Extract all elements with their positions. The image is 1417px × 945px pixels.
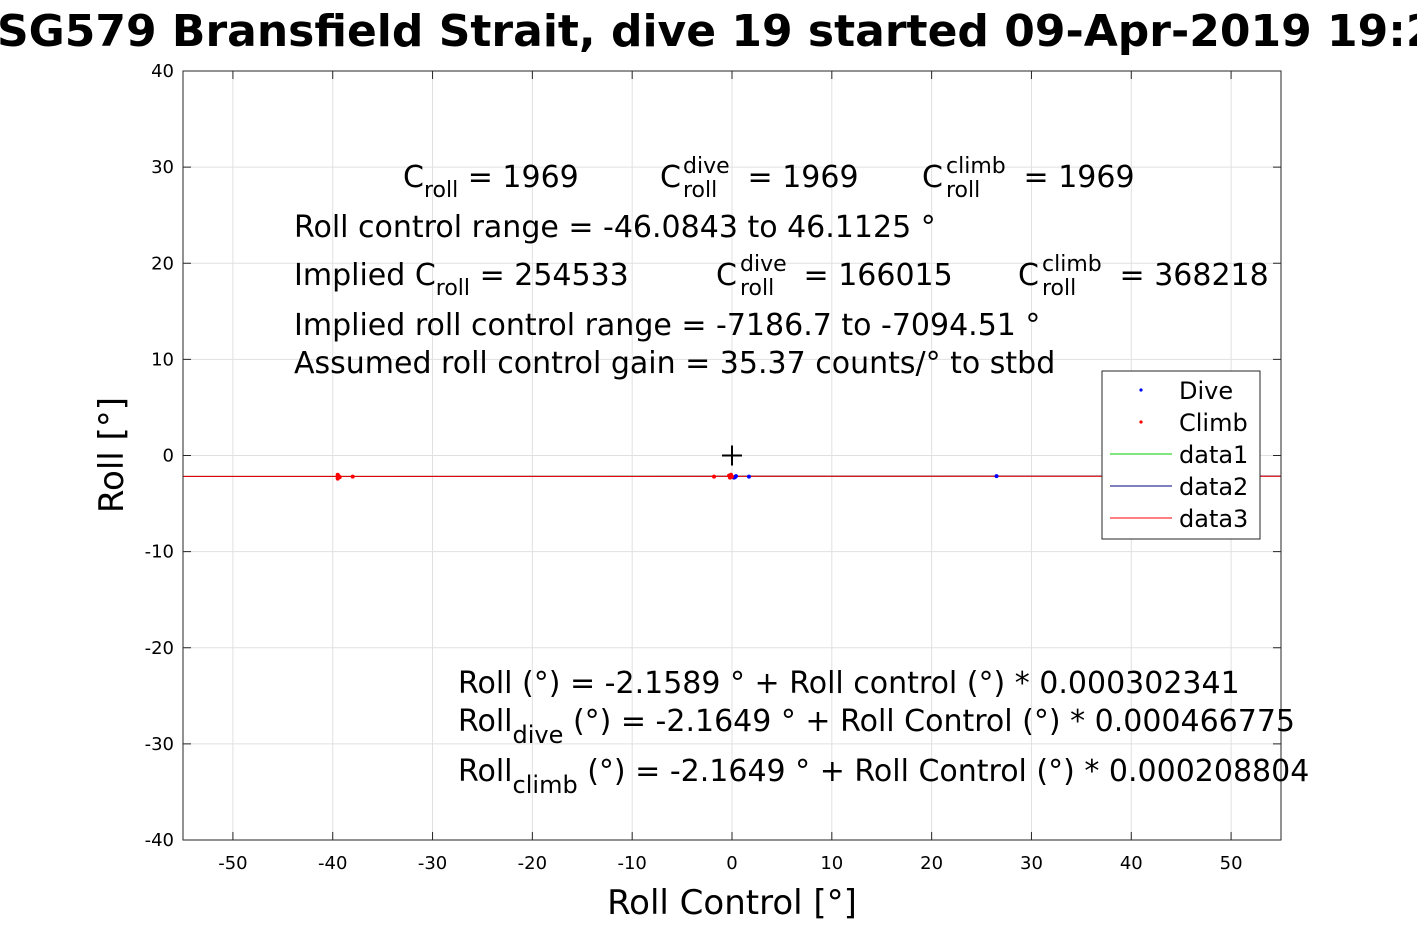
c-roll-climb-sub: roll [946, 178, 980, 203]
c-roll-dive-annotation: Cdive roll = 1969 [660, 154, 859, 203]
implied-c-roll-climb-base: C [1018, 258, 1039, 293]
implied-c-roll-dive-sub: roll [740, 276, 774, 301]
legend-dive-label: Dive [1179, 377, 1233, 405]
y-tick-label: 30 [151, 157, 174, 178]
c-roll-dive-base: C [660, 160, 681, 195]
legend: Dive Climb data1 data2 data3 [1101, 370, 1261, 540]
implied-c-roll-climb-sub: roll [1042, 276, 1076, 301]
data-points [335, 472, 999, 481]
x-tick-label: 0 [726, 853, 737, 874]
y-tick-label: 40 [151, 61, 174, 82]
x-tick-label: -40 [318, 853, 347, 874]
c-roll-annotation: Croll = 1969 [403, 160, 579, 203]
x-tick-label: -30 [418, 853, 447, 874]
y-tick-label: -10 [145, 542, 174, 563]
x-axis-label: Roll Control [°] [607, 883, 857, 923]
legend-climb-marker [1139, 420, 1143, 424]
implied-c-roll-prefix: Implied C [294, 258, 436, 293]
c-roll-dive-sup: dive [683, 154, 730, 179]
x-tick-label: -20 [518, 853, 547, 874]
point-dive [732, 475, 737, 480]
legend-data2-label: data2 [1179, 473, 1248, 501]
x-tick-label: -10 [617, 853, 646, 874]
legend-dive-marker [1139, 388, 1143, 392]
x-tick-label: -50 [218, 853, 247, 874]
y-tick-label: 10 [151, 349, 174, 370]
legend-box [1101, 370, 1261, 540]
implied-c-roll-annotation: Implied Croll = 254533 [294, 258, 629, 301]
x-tick-label: 30 [1020, 853, 1043, 874]
implied-c-roll-dive-base: C [716, 258, 737, 293]
y-tick-label: 0 [163, 446, 174, 467]
fit-equation-climb: Rollclimb (°) = -2.1649 ° + Roll Control… [458, 754, 1309, 799]
fit-dive-value: (°) = -2.1649 ° + Roll Control (°) * 0.0… [563, 704, 1295, 739]
c-roll-value: = 1969 [458, 160, 579, 195]
roll-control-range: Roll control range = -46.0843 to 46.1125… [294, 210, 936, 245]
implied-c-roll-dive-value: = 166015 [794, 258, 953, 293]
assumed-roll-control-gain: Assumed roll control gain = 35.37 counts… [294, 346, 1055, 381]
fit-equation-dive: Rolldive (°) = -2.1649 ° + Roll Control … [458, 704, 1295, 749]
x-tick-label: 20 [920, 853, 943, 874]
fit-climb-base: Roll [458, 754, 513, 789]
c-roll-sub: roll [424, 178, 458, 203]
x-tick-label: 40 [1120, 853, 1143, 874]
chart-title: SG579 Bransfield Strait, dive 19 started… [0, 6, 1417, 57]
c-roll-dive-value: = 1969 [738, 160, 859, 195]
axis-ticks: -50 -40 -30 -20 -10 0 10 20 30 40 50 -40 -30 -20 -10 0 1… [145, 61, 1281, 874]
implied-c-roll-climb-sup: climb [1042, 252, 1102, 277]
fit-dive-sub: dive [513, 721, 564, 749]
y-tick-label: -30 [145, 734, 174, 755]
x-tick-label: 10 [820, 853, 843, 874]
fit-climb-value: (°) = -2.1649 ° + Roll Control (°) * 0.0… [578, 754, 1310, 789]
point-dive [746, 474, 751, 479]
implied-c-roll-dive-sup: dive [740, 252, 787, 277]
implied-c-roll-value: = 254533 [470, 258, 629, 293]
y-tick-label: 20 [151, 253, 174, 274]
legend-data3-label: data3 [1179, 505, 1248, 533]
fit-equation-all: Roll (°) = -2.1589 ° + Roll control (°) … [458, 666, 1240, 701]
legend-data1-label: data1 [1179, 441, 1248, 469]
c-roll-climb-base: C [922, 160, 943, 195]
y-tick-label: -40 [145, 830, 174, 851]
c-roll-base: C [403, 160, 424, 195]
fit-dive-base: Roll [458, 704, 513, 739]
point-climb [350, 474, 355, 479]
legend-climb-label: Climb [1179, 409, 1248, 437]
c-roll-climb-sup: climb [946, 154, 1006, 179]
implied-c-roll-climb-value: = 368218 [1110, 258, 1269, 293]
point-climb [337, 475, 342, 480]
point-dive [994, 474, 999, 479]
y-tick-label: -20 [145, 638, 174, 659]
fit-climb-sub: climb [513, 771, 578, 799]
origin-crosshair [722, 445, 742, 466]
c-roll-dive-sub: roll [683, 178, 717, 203]
implied-roll-control-range: Implied roll control range = -7186.7 to … [294, 308, 1040, 343]
point-climb [728, 475, 733, 480]
point-climb [712, 474, 717, 479]
y-axis-label: Roll [°] [92, 397, 132, 513]
x-tick-label: 50 [1220, 853, 1243, 874]
implied-c-roll-sub: roll [436, 276, 470, 301]
c-roll-climb-value: = 1969 [1014, 160, 1135, 195]
